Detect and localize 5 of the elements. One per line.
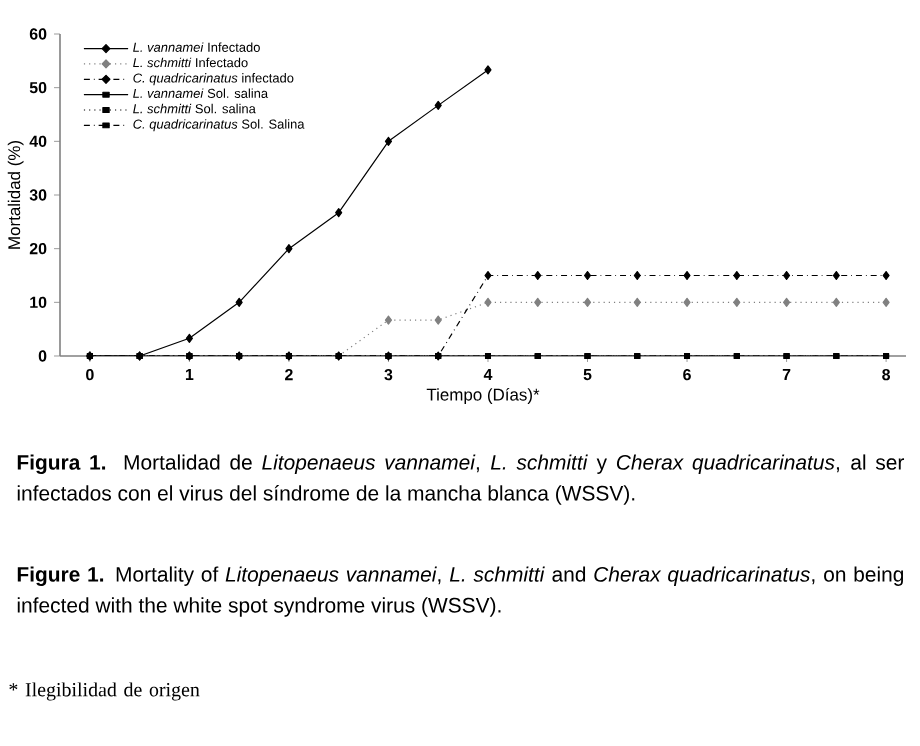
text: Figura 1. Mortalidad de Litopenaeus vannamei, L. schmitti y Cherax quadricarinatus, al ser infectados con el virus del síndrome de la mancha blanca (WSSV). [17, 454, 905, 505]
text: Figure 1. Mortality of Litopenaeus vannamei, L. schmitti and Cherax quadricarinatus, on being infected with the white spot syndrome virus (WSSV). [17, 566, 904, 617]
x-axis-title: Tiempo (Días)* [426, 388, 540, 404]
text: * Ilegibilidad de origen [9, 682, 200, 701]
y-axis-title: Mortalidad (%) [7, 141, 24, 249]
